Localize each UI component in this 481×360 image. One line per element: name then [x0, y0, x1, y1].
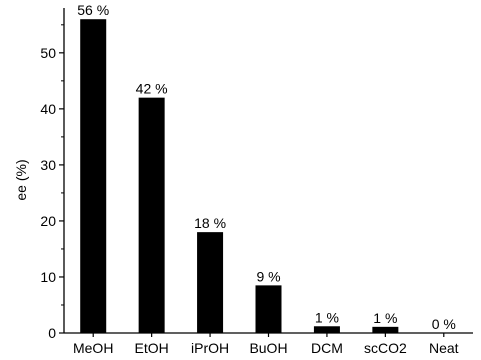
x-tick-label: MeOH: [73, 340, 113, 356]
data-label: 42 %: [136, 81, 168, 97]
x-tick-label: DCM: [311, 340, 343, 356]
y-tick-label: 0: [48, 325, 56, 341]
data-label: 56 %: [77, 2, 109, 18]
bar: [197, 232, 224, 333]
data-label: 1 %: [373, 310, 397, 326]
y-axis-title: ee (%): [13, 159, 29, 200]
y-tick-label: 50: [40, 45, 56, 61]
data-label: 9 %: [256, 268, 280, 284]
bar: [372, 326, 399, 333]
data-label: 1 %: [315, 309, 339, 325]
x-tick-label: iPrOH: [191, 340, 229, 356]
bar: [80, 19, 107, 333]
y-tick-label: 10: [40, 269, 56, 285]
x-tick-label: scCO2: [364, 340, 407, 356]
x-tick-label: BuOH: [249, 340, 287, 356]
data-label: 0 %: [432, 316, 456, 332]
y-tick-label: 20: [40, 213, 56, 229]
data-label: 18 %: [194, 215, 226, 231]
bar: [255, 285, 282, 333]
x-tick-label: Neat: [429, 340, 459, 356]
y-tick-label: 30: [40, 157, 56, 173]
x-tick-label: EtOH: [135, 340, 169, 356]
bar: [138, 97, 165, 333]
y-tick-label: 40: [40, 101, 56, 117]
bar: [313, 326, 340, 333]
plot-area: 0 10 20 30 40 50 MeOH 56 % EtOH 42 % iPrOH 18 % BuOH…: [40, 2, 473, 356]
